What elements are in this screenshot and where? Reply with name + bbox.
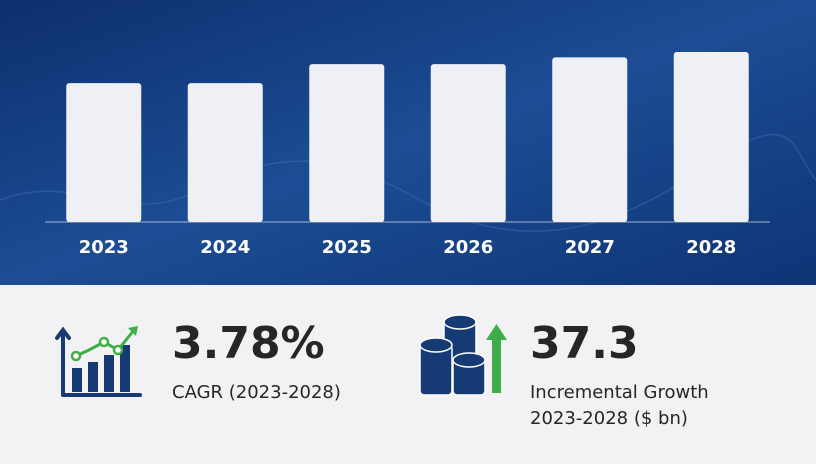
bar xyxy=(66,83,142,222)
growth-label: 2023-2028 ($ bn) xyxy=(530,408,688,429)
cagr-label: CAGR (2023-2028) xyxy=(172,382,341,403)
cagr-icon xyxy=(55,326,142,397)
x-tick-label: 2023 xyxy=(79,237,129,258)
growth-arrow xyxy=(486,324,507,393)
cagr-value: 3.78% xyxy=(172,318,325,369)
bar xyxy=(309,64,385,223)
bar xyxy=(552,57,628,222)
x-tick-label: 2027 xyxy=(565,237,615,258)
x-tick-label: 2028 xyxy=(686,237,736,258)
bar xyxy=(187,83,263,222)
x-tick-label: 2024 xyxy=(200,237,250,258)
coins-icon xyxy=(419,314,486,396)
x-tick-label: 2025 xyxy=(322,237,372,258)
growth-label: Incremental Growth xyxy=(530,382,709,403)
bar xyxy=(673,52,749,222)
growth-value: 37.3 xyxy=(530,318,639,369)
bar xyxy=(430,64,506,223)
x-tick-label: 2026 xyxy=(443,237,493,258)
